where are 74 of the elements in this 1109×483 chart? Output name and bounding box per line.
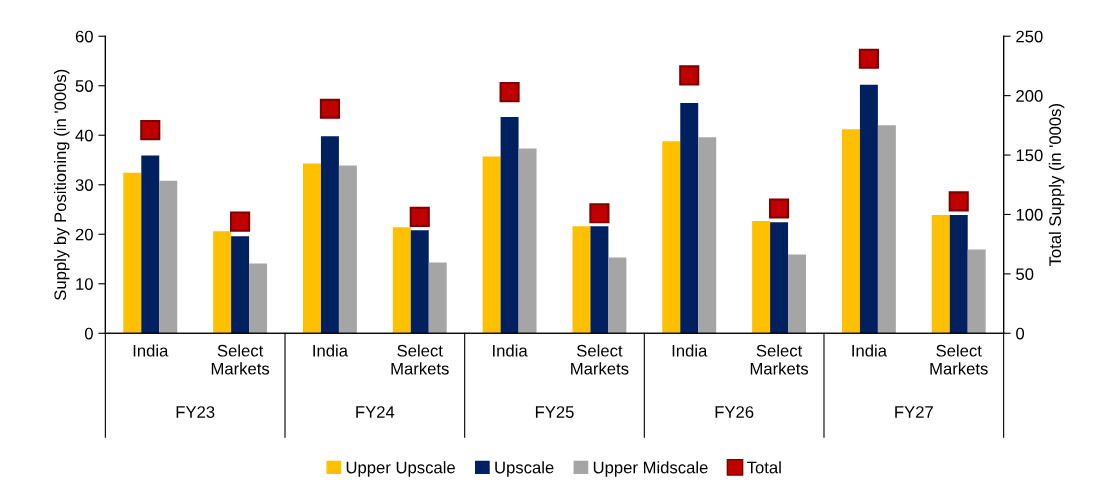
- bar: [320, 136, 339, 334]
- text: FY23: [176, 406, 215, 418]
- bar: [590, 226, 609, 334]
- y-tick-label: 60: [75, 30, 93, 43]
- x-tick-label: Select Markets: [211, 344, 270, 375]
- x-tick-label: Select Markets: [571, 344, 629, 375]
- y2-tick-label: 0: [1016, 327, 1025, 340]
- x-tick-label: India: [493, 344, 528, 357]
- legend-label: Upper Midscale: [593, 461, 708, 477]
- point: [140, 120, 161, 141]
- bar: [662, 141, 681, 334]
- point: [679, 65, 700, 86]
- bar: [231, 236, 250, 334]
- point: [858, 48, 879, 69]
- y-axis-title: Supply by Positioning (in '000s): [53, 69, 70, 300]
- text: FY26: [715, 406, 754, 418]
- bar: [698, 137, 717, 334]
- text: FY24: [356, 406, 395, 418]
- bar: [141, 155, 160, 334]
- y-tick-label: 0: [84, 327, 93, 340]
- y2-tick-label: 100: [1016, 208, 1043, 221]
- y-tick-label: 20: [75, 228, 93, 241]
- bar: [392, 227, 411, 334]
- legend-label: Total: [747, 461, 781, 474]
- x-tick-label: India: [133, 344, 169, 357]
- x-tick-label: India: [852, 344, 887, 357]
- bar: [841, 129, 860, 334]
- legend-label: Upscale: [495, 461, 554, 477]
- bar: [123, 172, 142, 334]
- bar: [608, 257, 627, 334]
- bar: [302, 163, 321, 334]
- y2-tick-label: 50: [1016, 268, 1034, 281]
- text: FY25: [535, 406, 574, 418]
- bar: [967, 249, 986, 334]
- y2-axis-title: Total Supply (in '000s): [1048, 104, 1065, 267]
- bar: [859, 84, 878, 334]
- y2-tick-label: 250: [1016, 30, 1043, 43]
- bar: [877, 125, 896, 334]
- x-tick-label: Select Markets: [750, 344, 809, 375]
- point: [409, 206, 430, 227]
- bar: [572, 226, 591, 334]
- bar: [752, 220, 771, 334]
- point: [948, 191, 969, 212]
- point: [230, 211, 251, 232]
- bar: [788, 254, 807, 334]
- bar: [680, 103, 699, 334]
- bar: [159, 180, 178, 334]
- bar: [482, 156, 501, 334]
- point: [589, 203, 610, 224]
- y-tick-label: 30: [75, 179, 93, 191]
- bar: [428, 262, 447, 334]
- bar: [500, 116, 519, 334]
- point: [319, 98, 340, 119]
- x-tick-label: Select Markets: [930, 344, 988, 375]
- x-tick-label: India: [313, 344, 348, 357]
- point: [499, 82, 520, 103]
- bar: [518, 148, 537, 334]
- x-tick-label: Select Markets: [391, 344, 449, 375]
- y2-tick-label: 200: [1016, 90, 1043, 102]
- bar: [249, 263, 268, 334]
- y2-tick-label: 150: [1016, 149, 1043, 162]
- text: FY27: [895, 406, 933, 418]
- y-tick-label: 40: [75, 129, 93, 142]
- bar: [949, 214, 968, 334]
- point: [769, 198, 790, 219]
- bar: [213, 231, 232, 334]
- bar: [931, 214, 950, 334]
- y-tick-label: 10: [76, 278, 93, 290]
- legend-label: Upper Upscale: [346, 461, 455, 477]
- y-tick-label: 50: [75, 80, 93, 92]
- bar: [770, 222, 789, 334]
- bar: [410, 230, 429, 334]
- x-tick-label: India: [672, 344, 708, 357]
- bar: [338, 165, 357, 334]
